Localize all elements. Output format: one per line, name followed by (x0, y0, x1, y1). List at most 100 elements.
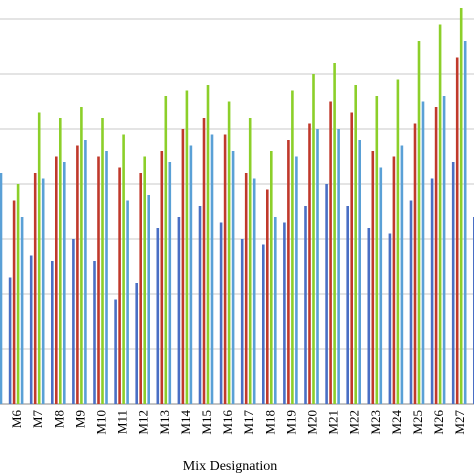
bar (55, 156, 58, 404)
bar (248, 118, 252, 404)
bar (185, 90, 189, 404)
x-tick-label: M22 (347, 410, 362, 435)
bar (262, 244, 265, 404)
bar (210, 134, 214, 404)
x-tick-label: M25 (410, 410, 425, 435)
bar (76, 145, 79, 404)
bar (37, 112, 41, 404)
x-tick-label: M23 (368, 410, 383, 435)
bar (189, 145, 193, 404)
bar (105, 151, 108, 404)
bar (350, 112, 353, 404)
bar (20, 217, 24, 404)
bar (295, 156, 298, 404)
bar (337, 129, 340, 404)
bar (240, 239, 244, 404)
bar (367, 228, 371, 404)
bar (312, 74, 315, 404)
bar (304, 206, 307, 404)
bar (118, 167, 121, 404)
x-axis-title: Mix Designation (183, 459, 278, 474)
bar (455, 57, 459, 404)
x-tick-label: M17 (241, 410, 256, 435)
bar (459, 8, 463, 404)
x-tick-label: M24 (389, 410, 404, 435)
x-tick-label: M26 (431, 410, 446, 435)
bar (379, 167, 383, 404)
bar (164, 96, 168, 404)
bar (371, 151, 375, 404)
bar (409, 200, 413, 404)
bar (59, 118, 62, 404)
bar (274, 217, 277, 404)
bar (84, 140, 87, 404)
bar (143, 156, 146, 404)
bar (442, 96, 446, 404)
bar (451, 162, 455, 404)
bar (430, 178, 434, 404)
bar (227, 101, 231, 404)
bar (122, 134, 125, 404)
bar (434, 107, 438, 404)
bar (51, 261, 54, 404)
bar (29, 255, 33, 404)
bar (325, 184, 328, 404)
bar (463, 41, 467, 404)
bar (0, 173, 3, 404)
x-tick-label: M5 (0, 410, 3, 428)
bar (392, 156, 396, 404)
bars (0, 8, 474, 404)
bar (168, 162, 172, 404)
bar (139, 173, 142, 404)
bar (181, 129, 185, 404)
bar (283, 222, 286, 404)
bar (41, 178, 45, 404)
bar (206, 85, 210, 404)
bar (135, 283, 138, 404)
bar (291, 90, 294, 404)
bar (287, 140, 290, 404)
bar (8, 277, 12, 404)
x-tick-label: M20 (305, 410, 320, 435)
bar (329, 101, 332, 404)
x-tick-label: M21 (326, 410, 341, 435)
bar (354, 85, 357, 404)
bar (252, 178, 256, 404)
bar (388, 233, 392, 404)
x-tick-label: M13 (157, 410, 172, 435)
bar (375, 96, 379, 404)
bar (358, 140, 361, 404)
bar (63, 162, 66, 404)
bar (417, 41, 421, 404)
x-tick-label: M11 (115, 410, 130, 434)
bar (316, 129, 319, 404)
x-tick-label: M16 (220, 410, 235, 435)
x-tick-label: M6 (9, 410, 24, 429)
bar (177, 217, 181, 404)
bar (333, 63, 336, 404)
bar (346, 206, 349, 404)
bar (266, 189, 269, 404)
x-tick-label: M12 (136, 410, 151, 435)
x-tick-label: M9 (72, 410, 87, 428)
bar (438, 24, 442, 404)
bar (101, 118, 104, 404)
bar (93, 261, 96, 404)
bar (244, 173, 248, 404)
x-tick-label: M15 (199, 410, 214, 435)
bar (33, 173, 37, 404)
bar (421, 101, 425, 404)
bar (16, 184, 20, 404)
bar (198, 206, 202, 404)
bar (219, 222, 223, 404)
x-tick-label: M14 (178, 410, 193, 435)
x-tick-label: M10 (94, 410, 109, 435)
x-tick-labels: M5 M6 M7 M8 M9 M10 M11 M12 M13 M14 M15 M16 M17 M18 M19… (0, 410, 474, 435)
x-tick-label: M7 (30, 410, 45, 429)
x-tick-label: M27 (452, 410, 467, 435)
bar (12, 200, 16, 404)
bar (231, 151, 235, 404)
bar (308, 123, 311, 404)
bar (396, 79, 400, 404)
bar (147, 195, 150, 404)
